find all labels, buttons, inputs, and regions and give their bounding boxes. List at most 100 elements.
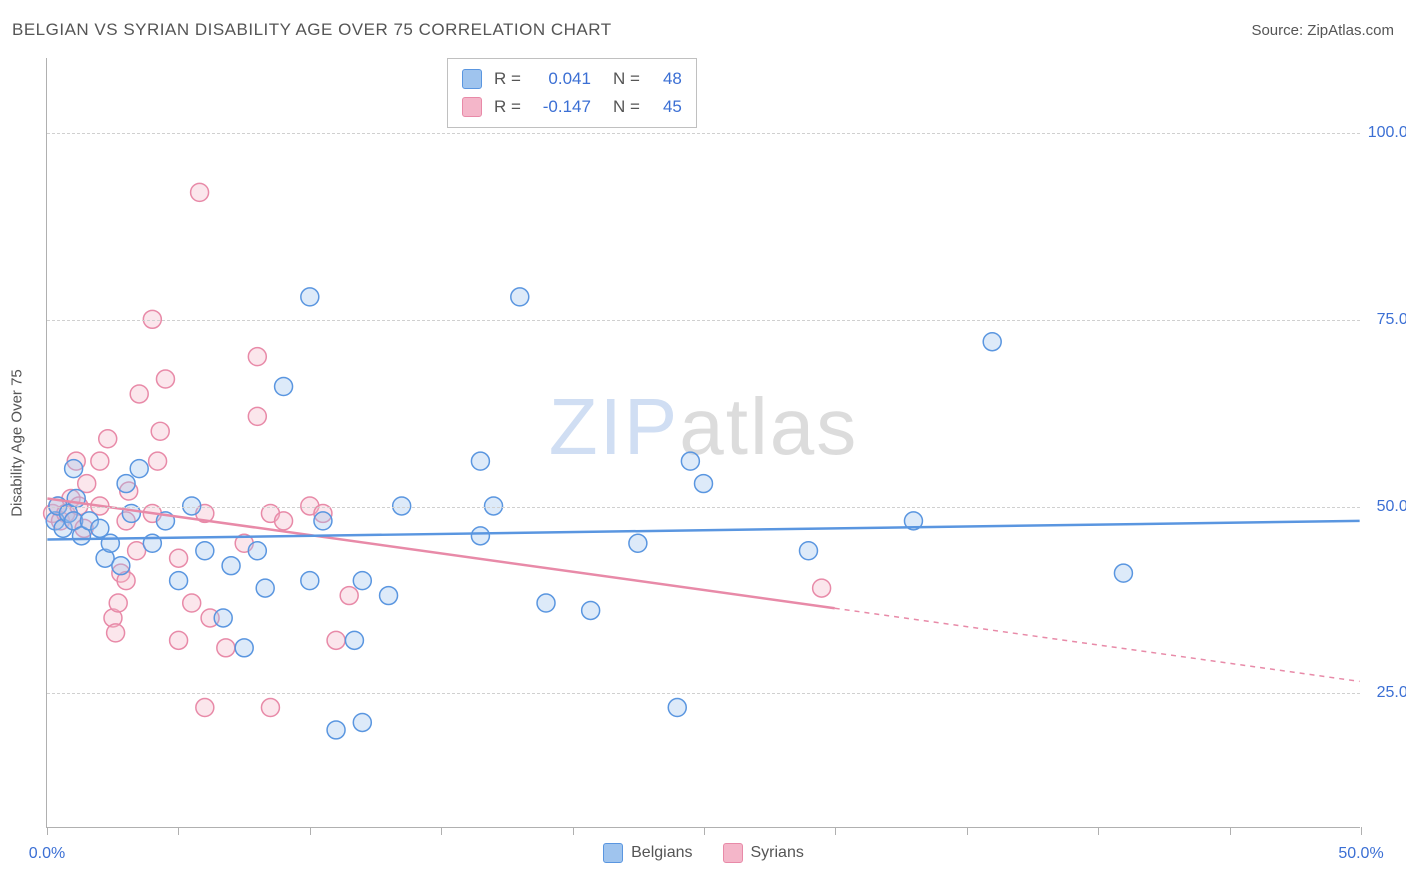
- syrians-point: [170, 549, 188, 567]
- r-value: -0.147: [533, 93, 591, 121]
- r-value: 0.041: [533, 65, 591, 93]
- x-tick: [967, 827, 968, 835]
- x-tick: [310, 827, 311, 835]
- n-value: 45: [652, 93, 682, 121]
- belgians-point: [117, 475, 135, 493]
- syrians-point: [275, 512, 293, 530]
- belgians-point: [471, 452, 489, 470]
- belgians-point: [582, 601, 600, 619]
- belgians-point: [170, 572, 188, 590]
- x-tick: [47, 827, 48, 835]
- y-tick-label: 100.0%: [1367, 124, 1406, 142]
- legend-label: Syrians: [751, 844, 804, 862]
- belgians-point: [327, 721, 345, 739]
- belgians-point: [101, 534, 119, 552]
- syrians-point: [91, 452, 109, 470]
- legend-item-syrians: Syrians: [723, 843, 804, 863]
- belgians-point: [112, 557, 130, 575]
- x-tick: [1361, 827, 1362, 835]
- syrians-trendline-dashed: [835, 608, 1360, 681]
- x-tick: [573, 827, 574, 835]
- syrians-swatch: [462, 97, 482, 117]
- n-label: N =: [613, 65, 640, 93]
- belgians-point: [380, 587, 398, 605]
- belgians-trendline: [47, 521, 1359, 540]
- syrians-point: [107, 624, 125, 642]
- syrians-point: [217, 639, 235, 657]
- x-tick: [441, 827, 442, 835]
- y-tick-label: 50.0%: [1367, 498, 1406, 516]
- belgians-point: [235, 639, 253, 657]
- belgians-point: [471, 527, 489, 545]
- x-tick-label: 0.0%: [29, 845, 65, 863]
- syrians-point: [183, 594, 201, 612]
- syrians-point: [248, 348, 266, 366]
- syrians-point: [130, 385, 148, 403]
- syrians-legend-swatch: [723, 843, 743, 863]
- belgians-point: [214, 609, 232, 627]
- belgians-legend-swatch: [603, 843, 623, 863]
- syrians-trendline: [47, 498, 834, 608]
- belgians-point: [353, 572, 371, 590]
- y-axis-title: Disability Age Over 75: [9, 369, 26, 517]
- syrians-point: [340, 587, 358, 605]
- syrians-point: [191, 183, 209, 201]
- belgians-point: [196, 542, 214, 560]
- syrians-point: [151, 422, 169, 440]
- chart-area: Disability Age Over 75 ZIPatlas R =0.041…: [46, 58, 1360, 828]
- belgians-point: [1114, 564, 1132, 582]
- source-text: Source: ZipAtlas.com: [1251, 22, 1394, 39]
- stats-row-belgians: R = 0.041 N = 48: [462, 65, 682, 93]
- syrians-point: [248, 407, 266, 425]
- belgians-point: [275, 378, 293, 396]
- syrians-point: [170, 631, 188, 649]
- r-label: R =: [494, 65, 521, 93]
- syrians-point: [196, 699, 214, 717]
- stats-row-syrians: R = -0.147 N = 45: [462, 93, 682, 121]
- r-label: R =: [494, 93, 521, 121]
- stats-box: R = 0.041 N = 48 R = -0.147 N = 45: [447, 58, 697, 128]
- belgians-point: [301, 288, 319, 306]
- x-tick: [1230, 827, 1231, 835]
- gridline: [47, 133, 1360, 134]
- belgians-point: [668, 699, 686, 717]
- belgians-point: [695, 475, 713, 493]
- legend-label: Belgians: [631, 844, 692, 862]
- chart-title: BELGIAN VS SYRIAN DISABILITY AGE OVER 75…: [12, 20, 612, 40]
- scatter-plot: [47, 58, 1360, 827]
- x-tick-label: 50.0%: [1338, 845, 1383, 863]
- syrians-point: [813, 579, 831, 597]
- legend-item-belgians: Belgians: [603, 843, 692, 863]
- belgians-point: [629, 534, 647, 552]
- syrians-point: [109, 594, 127, 612]
- belgians-swatch: [462, 69, 482, 89]
- gridline: [47, 693, 1360, 694]
- belgians-point: [67, 490, 85, 508]
- x-tick: [835, 827, 836, 835]
- belgians-point: [799, 542, 817, 560]
- syrians-point: [327, 631, 345, 649]
- legend: Belgians Syrians: [47, 843, 1360, 863]
- belgians-point: [983, 333, 1001, 351]
- belgians-point: [301, 572, 319, 590]
- syrians-point: [99, 430, 117, 448]
- x-tick: [1098, 827, 1099, 835]
- belgians-point: [314, 512, 332, 530]
- n-label: N =: [613, 93, 640, 121]
- belgians-point: [65, 460, 83, 478]
- y-tick-label: 75.0%: [1367, 311, 1406, 329]
- syrians-point: [261, 699, 279, 717]
- belgians-point: [256, 579, 274, 597]
- belgians-point: [681, 452, 699, 470]
- belgians-point: [537, 594, 555, 612]
- syrians-point: [149, 452, 167, 470]
- n-value: 48: [652, 65, 682, 93]
- x-tick: [178, 827, 179, 835]
- gridline: [47, 320, 1360, 321]
- gridline: [47, 507, 1360, 508]
- belgians-point: [130, 460, 148, 478]
- belgians-point: [345, 631, 363, 649]
- syrians-point: [156, 370, 174, 388]
- header: BELGIAN VS SYRIAN DISABILITY AGE OVER 75…: [12, 20, 1394, 40]
- belgians-point: [353, 713, 371, 731]
